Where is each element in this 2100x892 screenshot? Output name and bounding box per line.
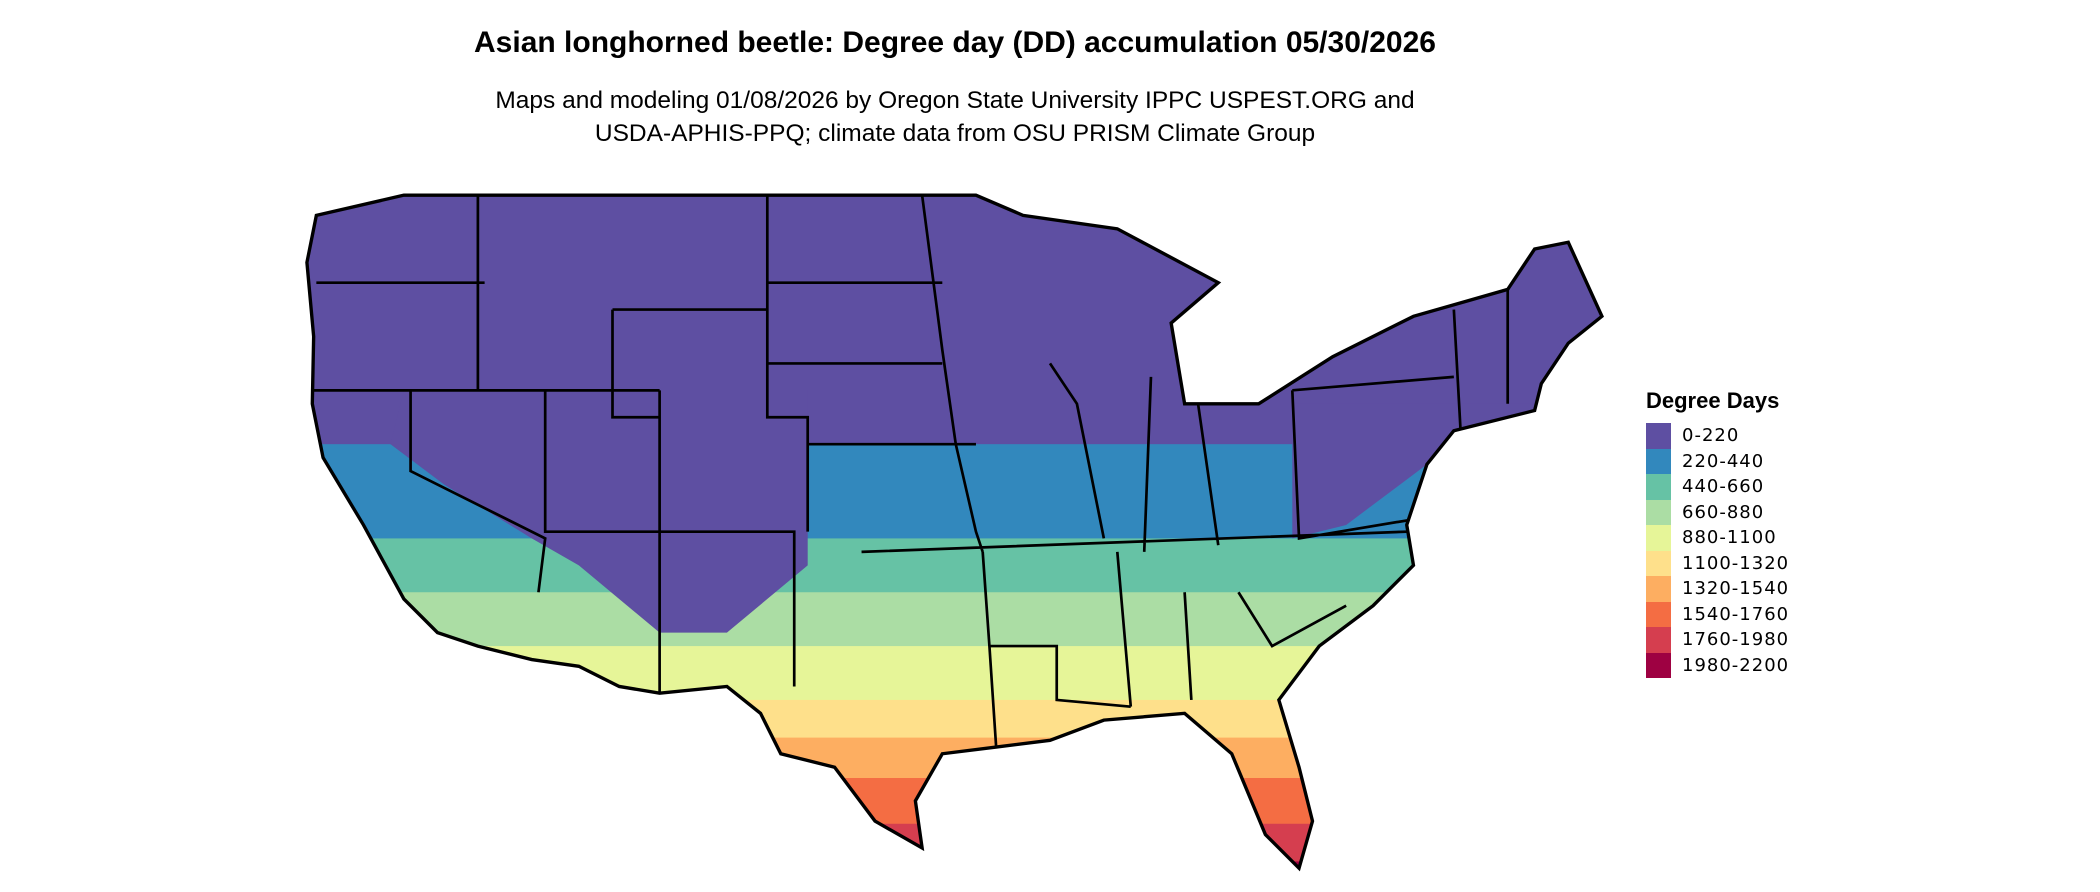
legend-swatch bbox=[1646, 474, 1671, 500]
legend-title: Degree Days bbox=[1646, 388, 1780, 413]
legend-swatch bbox=[1646, 423, 1671, 449]
legend-label: 1980-2200 bbox=[1682, 654, 1790, 676]
band-880-1100 bbox=[306, 646, 1602, 702]
band-1980-2200 bbox=[306, 861, 1602, 869]
legend-label: 660-880 bbox=[1682, 501, 1765, 523]
legend-item: 1100-1320 bbox=[1646, 550, 1790, 576]
legend-swatch bbox=[1646, 525, 1671, 551]
legend-item: 1540-1760 bbox=[1646, 601, 1790, 627]
legend-label: 1540-1760 bbox=[1682, 603, 1790, 625]
band-1320-1540 bbox=[306, 737, 1602, 780]
legend-swatch bbox=[1646, 652, 1671, 678]
band-440-660 bbox=[306, 538, 1602, 594]
legend-item: 220-440 bbox=[1646, 448, 1789, 474]
band-1760-1980 bbox=[306, 823, 1602, 863]
legend-label: 1100-1320 bbox=[1682, 552, 1790, 574]
legend-item: 1760-1980 bbox=[1646, 627, 1789, 653]
legend-label: 1320-1540 bbox=[1682, 578, 1790, 600]
legend-label: 0-220 bbox=[1682, 425, 1740, 447]
legend: Degree Days 0-220 220-440 440-660 660-880 88… bbox=[1646, 388, 1789, 678]
band-660-880 bbox=[306, 592, 1602, 648]
legend-swatch bbox=[1646, 550, 1671, 576]
legend-label: 220-440 bbox=[1682, 450, 1765, 472]
legend-item: 440-660 bbox=[1646, 474, 1789, 500]
legend-label: 440-660 bbox=[1682, 476, 1765, 498]
legend-swatch bbox=[1646, 499, 1671, 525]
legend-label: 880-1100 bbox=[1682, 527, 1777, 549]
northeast-cool-region bbox=[1292, 403, 1602, 539]
legend-item: 660-880 bbox=[1646, 499, 1789, 525]
subtitle-line-2: USDA-APHIS-PPQ; climate data from OSU PR… bbox=[594, 120, 1316, 147]
legend-swatch bbox=[1646, 601, 1671, 627]
legend-swatch bbox=[1646, 448, 1671, 474]
state-boundaries bbox=[312, 195, 1510, 748]
map-subtitle: Maps and modeling 01/08/2026 by Oregon S… bbox=[0, 84, 1910, 150]
mountain-west-cool-region bbox=[390, 390, 808, 633]
band-1540-1760 bbox=[306, 777, 1602, 826]
legend-item: 880-1100 bbox=[1646, 525, 1789, 551]
map-title: Asian longhorned beetle: Degree day (DD)… bbox=[474, 26, 1436, 59]
legend-label: 1760-1980 bbox=[1682, 629, 1790, 651]
legend-item: 0-220 bbox=[1646, 423, 1789, 449]
legend-swatch bbox=[1646, 576, 1671, 602]
subtitle-line-1: Maps and modeling 01/08/2026 by Oregon S… bbox=[495, 87, 1415, 114]
legend-swatch bbox=[1646, 627, 1671, 653]
band-1100-1320 bbox=[306, 699, 1602, 739]
legend-item: 1980-2200 bbox=[1646, 652, 1790, 678]
legend-item: 1320-1540 bbox=[1646, 576, 1789, 602]
